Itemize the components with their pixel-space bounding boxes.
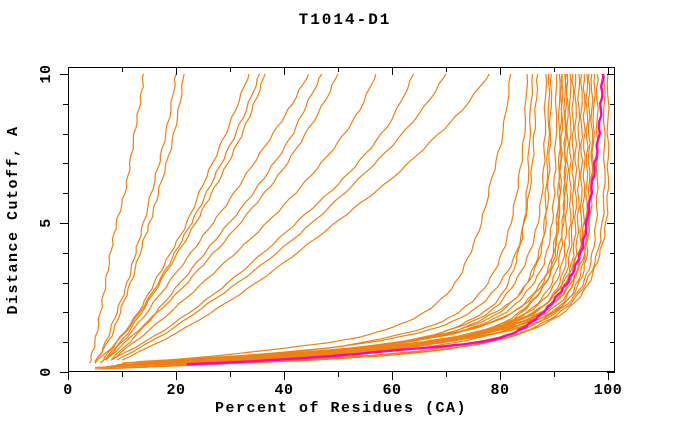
x-tick-label: 0: [63, 382, 73, 399]
prediction-curve: [138, 73, 539, 363]
x-tick-label: 100: [594, 382, 623, 399]
plot-border: [68, 67, 615, 372]
x-tick-label: 80: [490, 382, 509, 399]
y-axis-label: Distance Cutoff, A: [5, 125, 22, 314]
prediction-curve: [105, 73, 339, 361]
prediction-curve: [110, 73, 415, 361]
x-tick-label: 20: [166, 382, 185, 399]
prediction-curve: [181, 73, 591, 363]
prediction-curve: [94, 73, 185, 362]
tick-labels-layer: 0 20 40 60 80 100 0 5 10: [38, 64, 622, 399]
prediction-curve: [100, 73, 309, 364]
prediction-curve: [100, 73, 610, 370]
prediction-curve: [148, 73, 558, 363]
prediction-curve: [94, 73, 261, 364]
y-tick-label: 0: [38, 367, 55, 377]
x-tick-label: 40: [274, 382, 293, 399]
chart-title: T1014-D1: [299, 11, 392, 29]
prediction-curve: [132, 73, 596, 366]
prediction-curve: [132, 73, 553, 364]
x-tick-label: 60: [382, 382, 401, 399]
prediction-curve: [105, 73, 266, 361]
prediction-curve: [94, 73, 177, 364]
highlighted-model-curve: [186, 73, 605, 366]
y-tick-label: 10: [38, 64, 55, 83]
prediction-curve: [105, 73, 599, 369]
prediction-curve: [110, 73, 323, 361]
prediction-curve: [159, 73, 570, 363]
prediction-curve: [121, 73, 512, 364]
prediction-curve: [100, 73, 250, 364]
prediction-curve: [116, 73, 447, 361]
prediction-curve: [121, 73, 490, 361]
prediction-curve: [154, 73, 564, 363]
axes-frame: [60, 67, 615, 380]
y-tick-label: 5: [38, 218, 55, 228]
prediction-curve: [110, 73, 377, 361]
curves-layer: [89, 73, 610, 370]
prediction-curve: [89, 73, 145, 364]
prediction-curve: [165, 73, 589, 364]
x-axis-label: Percent of Residues (CA): [215, 400, 467, 417]
prediction-curve: [132, 73, 529, 364]
